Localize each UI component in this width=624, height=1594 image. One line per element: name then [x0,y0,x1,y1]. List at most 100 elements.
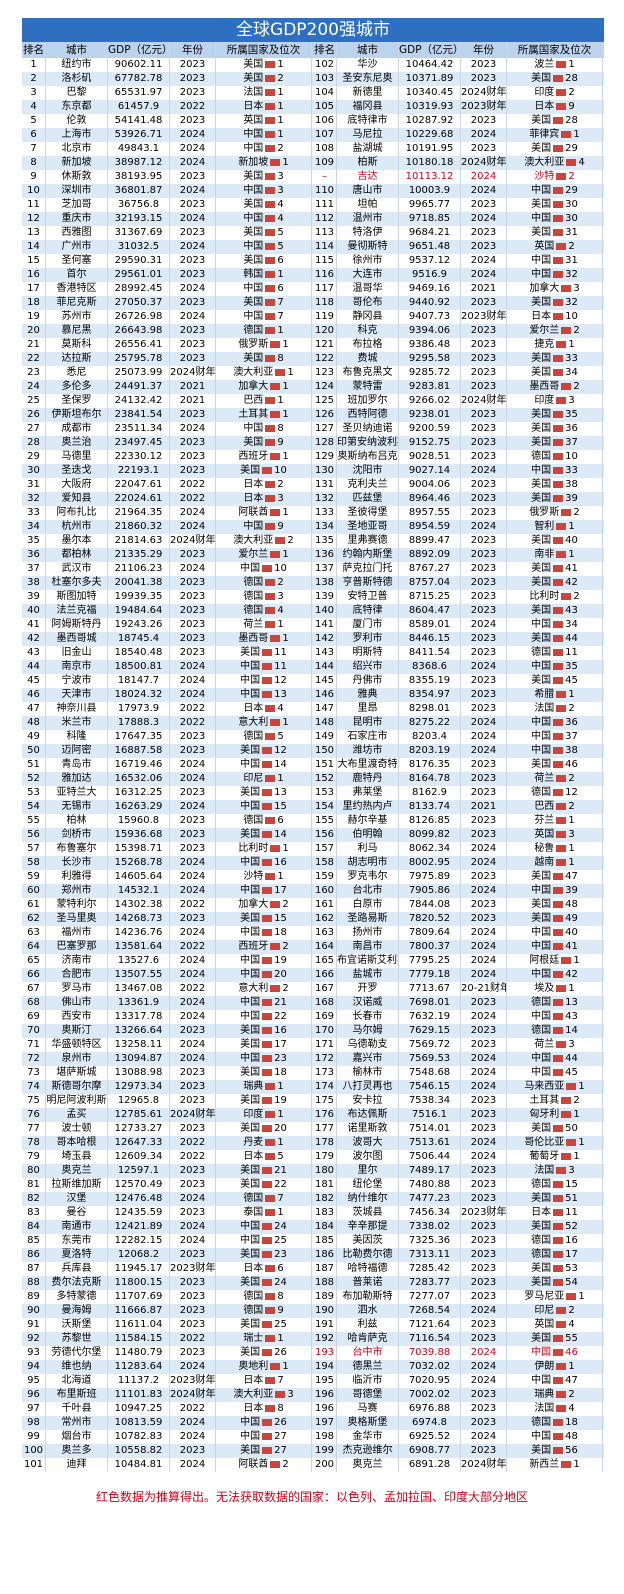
year-cell: 2024 [170,142,216,156]
flag-icon [275,368,286,376]
country: 中国 [240,1011,261,1022]
gdp-cell: 15268.78 [108,856,170,870]
country-cell: 中国 48 [507,1430,603,1444]
row-half: 126 西特阿德 9238.01 2023 美国 35 [313,408,604,422]
year-cell: 2024 [170,688,216,702]
rank-cell: 26 [22,408,46,422]
country-cell: 荷兰 1 [216,618,312,632]
rank-cell: 165 [313,954,337,968]
year-cell: 2023 [461,1094,507,1108]
city-cell: 北京市 [46,142,108,156]
country-cell: 阿联酋 2 [216,1458,312,1472]
year-cell: 2024 [461,842,507,856]
rank-cell: 107 [313,128,337,142]
table-row: 27 成都市 23511.34 2024 中国 8 127 圣贝纳迪诺 9200.59 2023 美… [22,422,604,436]
flag-icon [262,676,273,684]
city-cell: 多特蒙德 [46,1290,108,1304]
country: 美国 [243,437,264,448]
year-cell: 2023 [461,702,507,716]
country: 墨西哥 [238,633,269,644]
country: 澳大利亚 [524,157,565,168]
country-cell: 荷兰 3 [507,1038,603,1052]
gdp-cell: 12609.34 [108,1150,170,1164]
row-half: 200 奥克兰 6891.28 2024财年 新西兰 1 [313,1458,604,1472]
country-rank: 10 [274,563,287,574]
country: 法国 [243,87,264,98]
year-cell: 2023财年 [170,1262,216,1276]
country-cell: 瑞典 1 [216,1080,312,1094]
gdp-cell: 7020.95 [399,1374,461,1388]
city-cell: 堪萨斯城 [46,1066,108,1080]
flag-icon [265,130,276,138]
country: 新西兰 [529,1459,560,1470]
year-cell: 2024 [461,1010,507,1024]
country-rank: 31 [565,255,578,266]
row-half: 80 奥克兰 12597.1 2023 美国 21 [22,1164,313,1178]
country-rank: 38 [565,479,578,490]
row-half: 122 费城 9295.58 2023 美国 33 [313,352,604,366]
gdp-cell: 9516.9 [399,268,461,282]
country-rank: 26 [274,1417,287,1428]
country-cell: 伊朗 1 [507,1360,603,1374]
country: 美国 [531,759,552,770]
country: 美国 [240,829,261,840]
table-row: 76 孟买 12785.61 2024财年 印度 1 176 布达佩斯 7516.1 2023 匈牙… [22,1108,604,1122]
table-row: 88 费尔法克斯 11800.15 2023 美国 24 188 普莱诺 7283.77 2023… [22,1276,604,1290]
country: 日本 [243,1263,264,1274]
flag-icon [262,1054,273,1062]
table-row: 95 北海道 11137.2 2023财年 日本 7 195 临沂市 7020.95 2024 中国… [22,1374,604,1388]
country-cell: 中国 10 [216,562,312,576]
flag-icon [262,1096,273,1104]
gdp-cell: 23511.34 [108,422,170,436]
year-cell: 2023 [461,1318,507,1332]
rank-cell: 186 [313,1248,337,1262]
country-cell: 美国 28 [507,72,603,86]
country: 澳大利亚 [233,535,274,546]
row-half: 187 哈特福德 7285.42 2023 美国 53 [313,1262,604,1276]
country-rank: 19 [274,955,287,966]
country-rank: 35 [565,661,578,672]
table-row: 89 多特蒙德 11707.69 2023 德国 8 189 布加勒斯特 7277.07 2023… [22,1290,604,1304]
country: 中国 [243,241,264,252]
row-half: 67 罗马市 13467.08 2022 意大利 2 [22,982,313,996]
country-rank: 1 [282,339,289,350]
rank-cell: 18 [22,296,46,310]
country: 荷兰 [243,619,264,630]
flag-icon [262,830,273,838]
row-half: 31 大阪府 22047.61 2022 日本 2 [22,478,313,492]
city-cell: 天津市 [46,688,108,702]
flag-icon [270,340,281,348]
row-half: 54 无锡市 16263.29 2024 中国 15 [22,800,313,814]
flag-icon [553,256,564,264]
year-cell: 2023 [170,296,216,310]
country-cell: 新西兰 1 [507,1458,603,1472]
flag-icon [265,116,276,124]
year-cell: 2023 [461,1388,507,1402]
city-cell: 布宜诺斯艾利斯 [337,954,399,968]
country: 英国 [243,115,264,126]
gdp-cell: 7569.72 [399,1038,461,1052]
year-cell: 2024 [170,660,216,674]
year-cell: 2024 [170,1220,216,1234]
year-cell: 2024 [170,856,216,870]
city-cell: 诺里斯敦 [337,1122,399,1136]
rank-cell: 122 [313,352,337,366]
year-cell: 2023 [461,1444,507,1458]
country: 美国 [531,675,552,686]
country: 美国 [531,1333,552,1344]
flag-icon [262,466,273,474]
flag-icon [553,718,564,726]
table-row: 56 剑桥市 15936.68 2023 美国 14 156 伯明翰 8099.82 2023 英国… [22,828,604,842]
flag-icon [553,1376,564,1384]
country-rank: 1 [568,549,575,560]
row-half: 64 巴塞罗那 13581.64 2022 西班牙 2 [22,940,313,954]
city-cell: 华盛顿特区 [46,1038,108,1052]
gdp-cell: 9684.21 [399,226,461,240]
city-cell: 比勒费尔德 [337,1248,399,1262]
city-cell: 静冈县 [337,310,399,324]
country: 中国 [531,269,552,280]
rank-cell: 139 [313,590,337,604]
row-half: 86 夏洛特 12068.2 2023 美国 23 [22,1248,313,1262]
country: 西班牙 [238,451,269,462]
flag-icon [262,1068,273,1076]
